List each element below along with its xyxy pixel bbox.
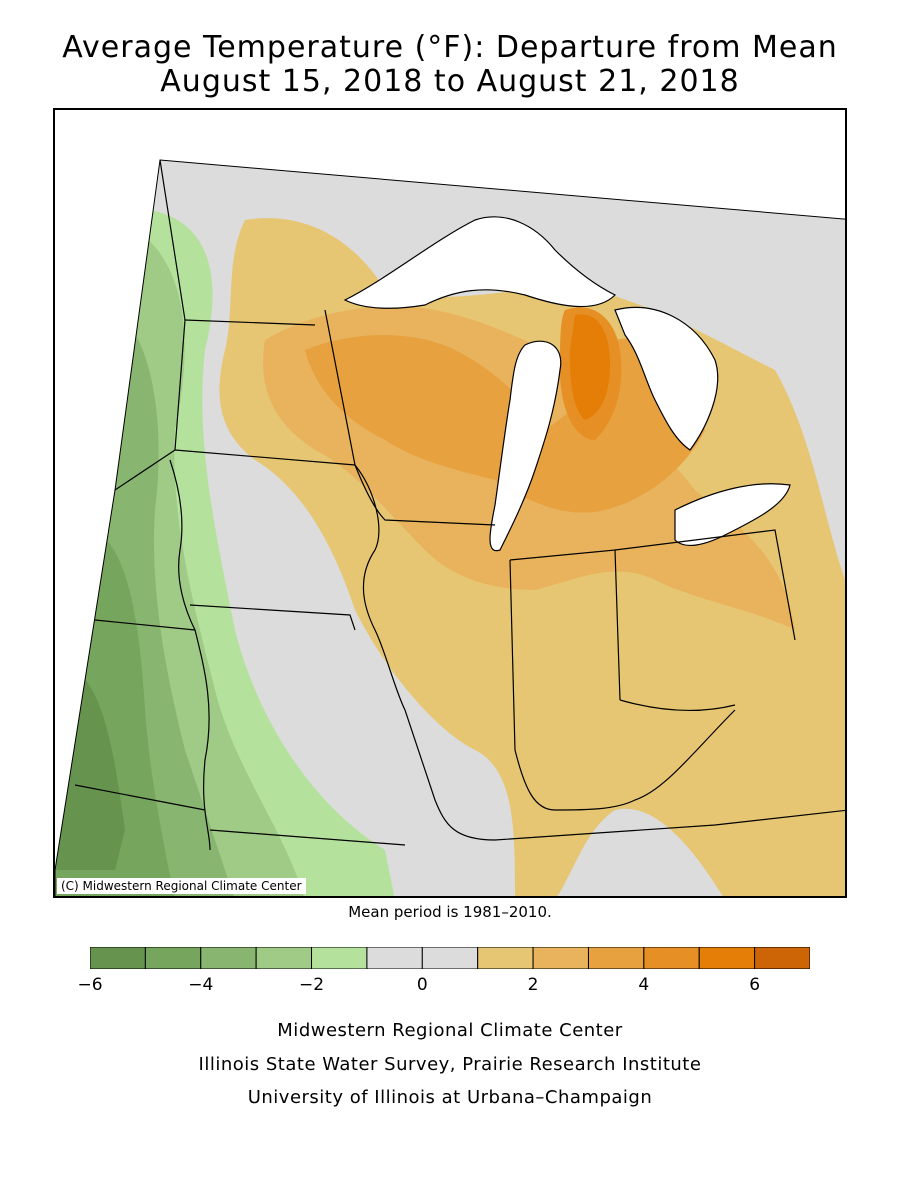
state-borders (74, 160, 845, 846)
legend-bar (90, 947, 810, 969)
legend-tick-label: −4 (188, 975, 214, 995)
lake-superior (343, 216, 617, 309)
credit-uiuc: University of Illinois at Urbana–Champai… (247, 1087, 653, 1108)
legend-swatch (698, 947, 756, 969)
map-shading (55, 160, 845, 896)
legend-swatch (754, 947, 810, 969)
warm-zone-5 (569, 314, 610, 420)
credit-mrcc: Midwestern Regional Climate Center (277, 1020, 623, 1041)
legend-swatch (643, 947, 700, 969)
legend-swatch (200, 947, 257, 969)
legend-tick-label: 2 (527, 975, 539, 995)
legend-tick-label: −6 (77, 975, 103, 995)
credit-isws: Illinois State Water Survey, Prairie Res… (198, 1054, 702, 1075)
legend-swatch (255, 947, 313, 969)
lake-erie (674, 483, 791, 547)
temperature-departure-map: (C) Midwestern Regional Climate Center (53, 108, 847, 898)
legend-swatch (477, 947, 534, 969)
legend-swatch (144, 947, 202, 969)
legend-swatch (366, 947, 423, 969)
legend-tick-label: −2 (299, 975, 325, 995)
legend-tick-label: 0 (416, 975, 428, 995)
legend-swatch (90, 947, 146, 969)
legend-swatch (532, 947, 589, 969)
color-legend (90, 947, 810, 969)
legend-swatch (311, 947, 368, 969)
map-date-range: August 15, 2018 to August 21, 2018 (160, 64, 740, 99)
lake-huron (614, 306, 719, 451)
legend-tick-label: 6 (749, 975, 761, 995)
copyright-notice: (C) Midwestern Regional Climate Center (57, 878, 306, 894)
legend-swatch (421, 947, 479, 969)
map-canvas (55, 159, 845, 896)
lake-michigan (489, 340, 562, 552)
map-title: Average Temperature (°F): Departure from… (62, 30, 838, 65)
river-boundaries (169, 459, 736, 851)
legend-tick-label: 4 (638, 975, 650, 995)
legend-swatch (587, 947, 645, 969)
region-outline (55, 159, 845, 896)
mean-period-note: Mean period is 1981–2010. (348, 903, 552, 921)
